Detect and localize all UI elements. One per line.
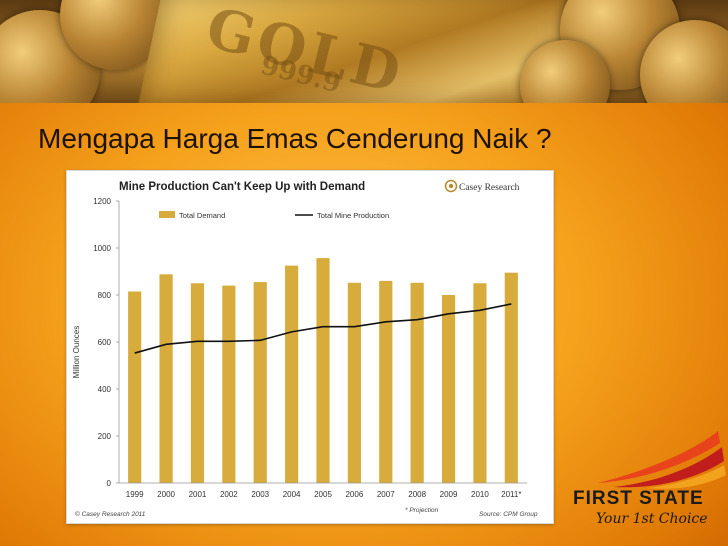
demand-bar: [222, 285, 236, 483]
x-tick-label: 2011*: [501, 490, 521, 499]
chart-title: Mine Production Can't Keep Up with Deman…: [119, 181, 365, 193]
casey-logo-mark: [444, 179, 458, 193]
production-line: [134, 303, 512, 354]
x-tick-label: 2004: [283, 490, 301, 499]
y-axis: 0 200 400 600 800 1000 1200: [93, 197, 120, 488]
gold-bar-banner: GOLD 999.9: [0, 0, 728, 103]
slide-title: Mengapa Harga Emas Cenderung Naik ?: [38, 123, 552, 154]
production-series-line: [134, 303, 512, 354]
first-state-logo-icon: [598, 431, 726, 489]
chart-canvas: Mine Production Can't Keep Up with Deman…: [72, 179, 538, 518]
demand-bar: [190, 283, 205, 483]
x-tick-label: 2000: [157, 490, 175, 499]
legend-label-demand: Total Demand: [179, 211, 225, 220]
x-tick-label: 2001: [189, 490, 207, 499]
x-tick-label: 2007: [377, 490, 395, 499]
demand-bar: [159, 274, 173, 483]
x-axis: 1999 2000 2001 2002 2003 2004 2005 2006 2007 2008…: [119, 482, 527, 499]
demand-bar: [316, 258, 330, 483]
demand-bar: [441, 295, 456, 483]
chart-card: Mine Production Can't Keep Up with Deman…: [66, 170, 554, 524]
x-tick-label: 2010: [471, 490, 489, 499]
demand-bar: [347, 282, 361, 483]
demand-bar: [285, 265, 299, 483]
x-tick-label: 2006: [345, 490, 363, 499]
demand-bar: [504, 272, 518, 483]
chart-legend: Total Demand Total Mine Production: [159, 211, 389, 220]
x-tick-label: 2002: [220, 490, 238, 499]
logo-name: FIRST STATE: [573, 488, 704, 509]
demand-bar: [410, 282, 424, 483]
demand-bar: [253, 282, 267, 483]
x-tick-label: 2008: [408, 490, 426, 499]
x-tick-label: 2005: [314, 490, 332, 499]
y-tick-label: 1200: [93, 197, 111, 206]
y-tick-label: 0: [107, 479, 112, 488]
chart-brand: Casey Research: [459, 183, 520, 193]
demand-bars: [128, 258, 518, 483]
x-tick-label: 2009: [440, 490, 458, 499]
logo-tagline: Your 1st Choice: [596, 511, 708, 527]
y-tick-label: 600: [98, 338, 112, 347]
y-tick-label: 400: [98, 385, 112, 394]
chart-footer-copyright: © Casey Research 2011: [75, 510, 146, 518]
legend-label-production: Total Mine Production: [317, 211, 389, 220]
x-tick-label: 2003: [251, 490, 269, 499]
y-tick-label: 200: [98, 432, 112, 441]
y-tick-label: 1000: [93, 244, 111, 253]
chart-footer-source: Source: CPM Group: [479, 511, 538, 518]
demand-bar: [473, 283, 487, 483]
legend-swatch-demand: [159, 211, 175, 218]
y-tick-label: 800: [98, 291, 112, 300]
demand-bar: [128, 291, 142, 483]
chart-footer-note: * Projection: [405, 507, 439, 514]
y-axis-label: Million Ounces: [72, 326, 81, 378]
demand-bar: [379, 280, 393, 483]
x-tick-label: 1999: [126, 490, 144, 499]
